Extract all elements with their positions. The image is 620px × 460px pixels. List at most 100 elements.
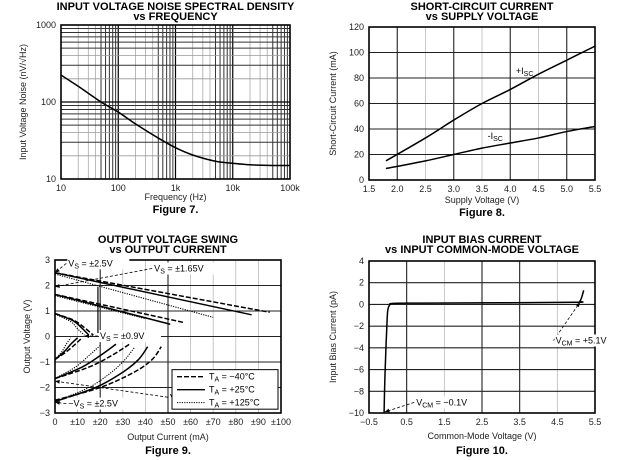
x-axis-label: Frequency (Hz) bbox=[144, 192, 206, 202]
series-line bbox=[385, 125, 595, 170]
chart-title-line: vs INPUT COMMON-MODE VOLTAGE bbox=[385, 244, 579, 256]
x-tick-label: ±80 bbox=[228, 417, 243, 427]
series-line bbox=[55, 337, 72, 360]
x-tick-label: ±70 bbox=[206, 417, 221, 427]
x-tick-label: ±30 bbox=[115, 417, 130, 427]
figure-caption: Figure 7. bbox=[153, 204, 199, 216]
y-axis-label: Input Bias Current (pA) bbox=[328, 291, 338, 383]
annotation-arrowhead bbox=[55, 284, 60, 288]
y-tick-label: −4 bbox=[354, 343, 364, 353]
y-tick-label: −8 bbox=[354, 386, 364, 396]
y-tick-label: 2 bbox=[45, 281, 50, 291]
annotation-text: VS = ±0.9V bbox=[100, 331, 144, 343]
plot-frame bbox=[368, 26, 596, 181]
x-tick-label: 1k bbox=[171, 183, 181, 193]
series-line bbox=[55, 272, 252, 316]
x-tick-label: 3.5 bbox=[476, 184, 489, 194]
legend-entry-label: TA = +25°C bbox=[209, 385, 255, 397]
annotation-arrowhead bbox=[55, 400, 60, 405]
y-tick-label: 120 bbox=[349, 22, 364, 32]
annotation-leader bbox=[54, 380, 169, 398]
annotation-arrowhead bbox=[575, 302, 580, 308]
x-tick-label: 2.5 bbox=[419, 184, 432, 194]
series-line bbox=[55, 272, 270, 314]
x-tick-label: 5.0 bbox=[560, 184, 573, 194]
x-tick-label: 0.5 bbox=[400, 417, 413, 427]
annotation-arrowhead bbox=[55, 268, 60, 273]
annotation-arrowhead bbox=[84, 334, 89, 338]
x-tick-label: 5.5 bbox=[589, 417, 602, 427]
annotation-text: VCM = +5.1V bbox=[556, 336, 607, 348]
x-tick-label: 1.5 bbox=[363, 184, 376, 194]
annotation-arrowhead bbox=[384, 408, 390, 413]
series-line bbox=[55, 312, 90, 336]
x-axis-label: Supply Voltage (V) bbox=[445, 195, 520, 205]
x-tick-label: ±50 bbox=[161, 417, 176, 427]
legend-entry-label: TA = +125°C bbox=[209, 398, 260, 410]
series-line bbox=[55, 293, 171, 325]
y-tick-label: 100 bbox=[41, 97, 56, 107]
y-tick-label: 1000 bbox=[36, 20, 56, 30]
x-tick-label: ±90 bbox=[251, 417, 266, 427]
annotation-arrowhead bbox=[55, 379, 60, 384]
grid bbox=[61, 25, 290, 179]
y-tick-label: 4 bbox=[359, 256, 364, 266]
annotation-bg bbox=[98, 330, 161, 343]
y-tick-label: 60 bbox=[354, 99, 364, 109]
figure-caption: Figure 10. bbox=[456, 445, 508, 457]
series-line bbox=[55, 347, 135, 403]
series-line bbox=[55, 345, 101, 380]
x-axis-label: Common-Mode Voltage (V) bbox=[427, 431, 536, 441]
x-tick-label: ±10 bbox=[70, 417, 85, 427]
y-tick-label: 0 bbox=[359, 299, 364, 309]
series-line bbox=[55, 346, 149, 403]
series-line bbox=[55, 337, 83, 361]
y-axis-label: Output Voltage (V) bbox=[22, 299, 32, 373]
y-tick-label: 20 bbox=[354, 150, 364, 160]
y-tick-label: 80 bbox=[354, 73, 364, 83]
series-line bbox=[55, 343, 117, 380]
x-tick-label: 1.5 bbox=[438, 417, 451, 427]
series-group bbox=[385, 45, 595, 170]
series-line bbox=[55, 337, 79, 361]
annotation-leader bbox=[54, 401, 67, 405]
y-axis-label: Short-Circuit Current (mA) bbox=[328, 51, 338, 156]
figure-caption: Figure 8. bbox=[459, 207, 505, 219]
x-tick-label: 3.0 bbox=[447, 184, 460, 194]
y-tick-label: −1 bbox=[40, 357, 50, 367]
x-tick-label: 4.5 bbox=[551, 417, 564, 427]
chart-title-line: SHORT-CIRCUIT CURRENT bbox=[411, 1, 554, 13]
x-tick-label: 5.5 bbox=[589, 184, 602, 194]
series-line bbox=[385, 45, 595, 162]
x-tick-label: −0.5 bbox=[360, 417, 378, 427]
annotation-leader bbox=[54, 268, 153, 288]
y-tick-label: 2 bbox=[359, 278, 364, 288]
y-tick-label: 40 bbox=[354, 124, 364, 134]
series-label: +ISC bbox=[516, 66, 534, 78]
x-tick-label: ±100 bbox=[271, 417, 291, 427]
x-tick-label: ±40 bbox=[138, 417, 153, 427]
grid bbox=[369, 27, 595, 180]
y-tick-label: −2 bbox=[40, 383, 50, 393]
y-tick-label: 0 bbox=[45, 332, 50, 342]
y-tick-label: 0 bbox=[359, 175, 364, 185]
annotation-bg bbox=[415, 396, 478, 409]
series-line bbox=[55, 273, 214, 318]
x-tick-label: ±60 bbox=[183, 417, 198, 427]
y-tick-label: −6 bbox=[354, 365, 364, 375]
x-tick-label: 100 bbox=[111, 183, 126, 193]
annotation-bg bbox=[153, 262, 216, 275]
plot-frame bbox=[54, 259, 282, 414]
annotation-leader bbox=[384, 402, 415, 413]
x-tick-label: 3.5 bbox=[513, 417, 526, 427]
chart-title-line: OUTPUT VOLTAGE SWING bbox=[98, 234, 238, 246]
series-group bbox=[61, 74, 290, 167]
series-group bbox=[383, 290, 585, 413]
x-tick-label: 4.5 bbox=[532, 184, 545, 194]
annotation-text: −VS = ±2.5V bbox=[68, 399, 118, 411]
series-line bbox=[383, 290, 585, 413]
